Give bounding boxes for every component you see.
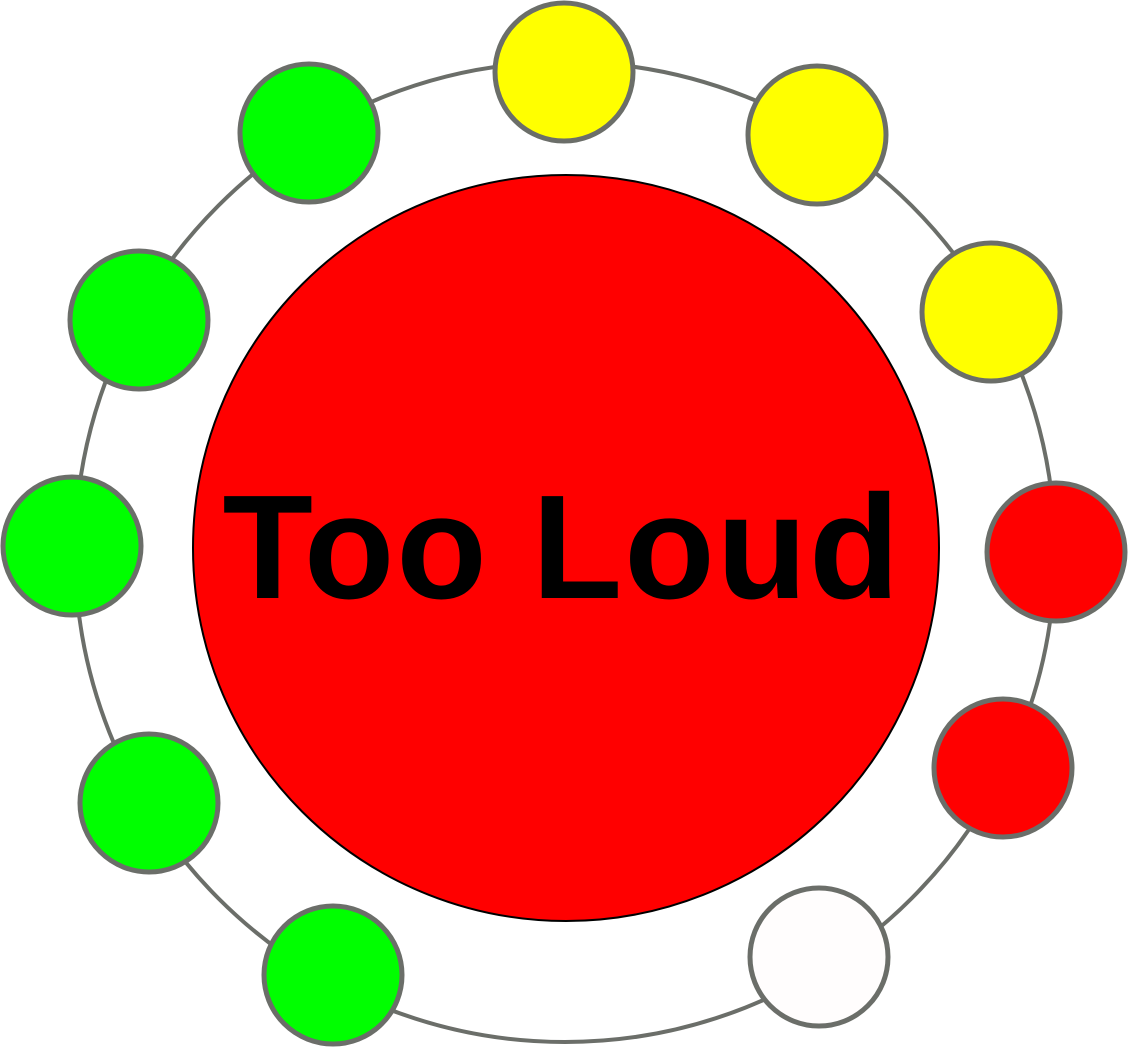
level-indicator-10-red: [931, 696, 1075, 840]
level-indicator-2-green: [77, 731, 221, 875]
center-status-disc: [192, 174, 940, 922]
level-indicator-9-red: [984, 480, 1128, 624]
level-indicator-5-green: [237, 61, 381, 205]
level-indicator-8-yellow: [919, 240, 1063, 384]
level-indicator-4-green: [67, 248, 211, 392]
level-indicator-7-yellow: [745, 63, 889, 207]
level-indicator-6-yellow: [492, 0, 636, 144]
level-indicator-3-green: [0, 474, 144, 618]
level-indicator-11-off: [747, 885, 891, 1029]
status-label: Too Loud: [223, 465, 902, 630]
level-indicator-1-green: [261, 903, 405, 1047]
